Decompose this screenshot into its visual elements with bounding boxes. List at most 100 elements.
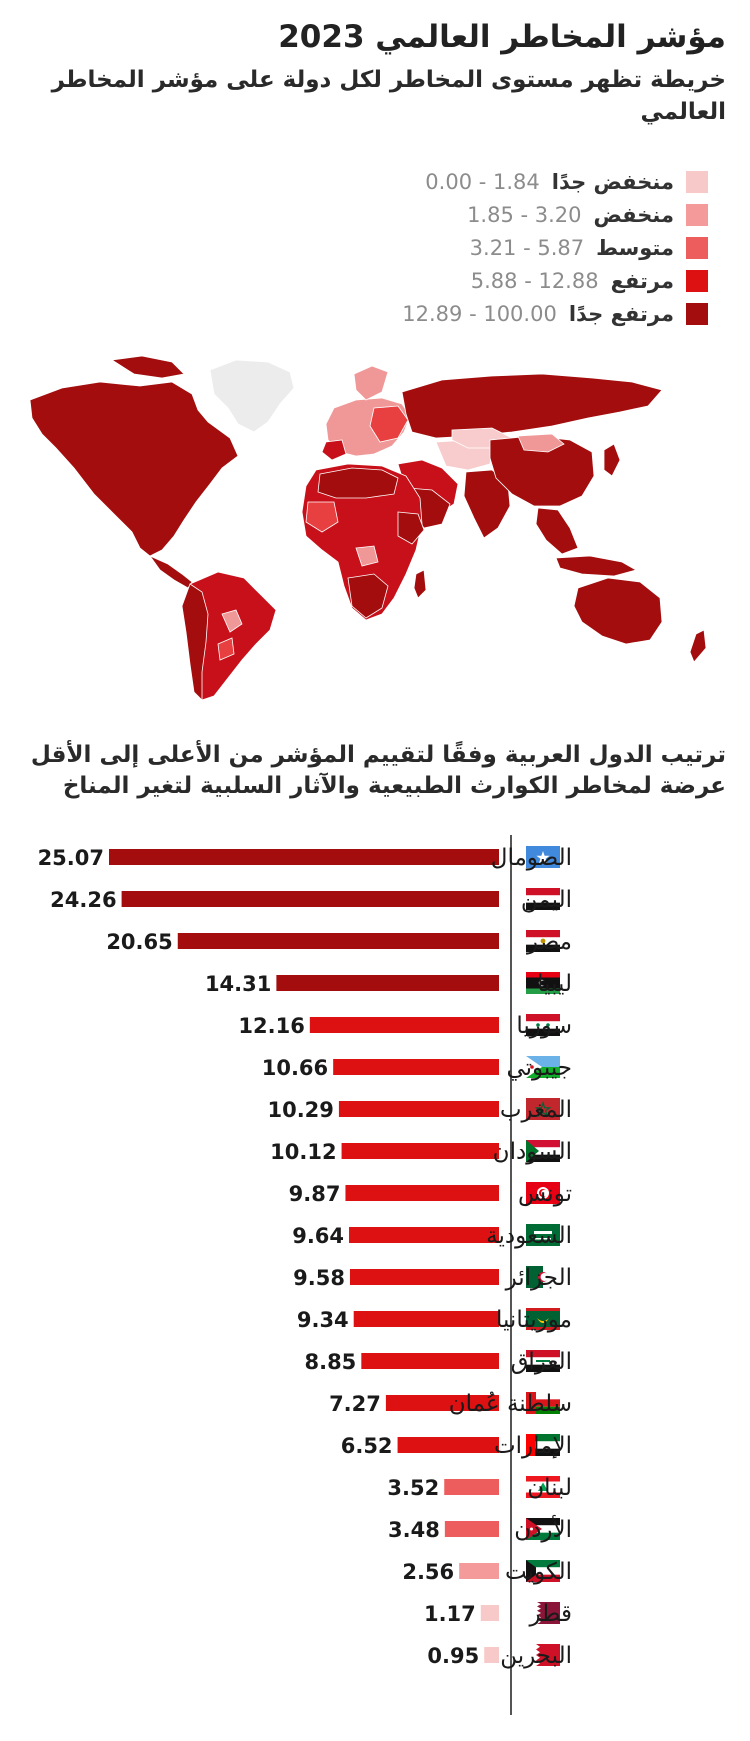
country-label: البحرين: [500, 1643, 572, 1669]
mauritania-flag-icon: [526, 1308, 560, 1330]
bar: [349, 1269, 499, 1285]
legend-range: 1.85 - 3.20: [467, 202, 582, 227]
bar: [397, 1437, 499, 1453]
map-region-north-africa: [317, 467, 399, 499]
country-label: المغرب: [500, 1097, 572, 1123]
legend-item-medium: متوسط 3.21 - 5.87: [402, 231, 708, 264]
legend-label: متوسط: [596, 235, 674, 260]
legend: منخفض جدًا 0.00 - 1.84 منخفض 1.85 - 3.20…: [402, 165, 708, 330]
legend-swatch: [686, 269, 708, 292]
country-label: الجزائر: [505, 1265, 572, 1291]
country-label: سلطنة عُمان: [449, 1391, 572, 1417]
bar-value-label: 9.87: [289, 1182, 341, 1206]
map-region-iberia: [321, 439, 347, 461]
map-region-madagascar: [413, 569, 427, 599]
map-region-australia: [573, 577, 663, 645]
somalia-flag-icon: [526, 846, 560, 868]
country-label: الصومال: [491, 845, 572, 871]
map-region-north-america: [29, 381, 239, 557]
uae-flag-icon: [526, 1434, 560, 1456]
bar-value-label: 9.34: [297, 1308, 349, 1332]
bar: [333, 1059, 499, 1075]
country-label: الكويت: [505, 1559, 572, 1585]
bar: [121, 891, 500, 907]
bar: [361, 1353, 499, 1369]
map-region-scandinavia: [353, 365, 389, 401]
map-region-arctic-islands: [110, 355, 185, 379]
lebanon-flag-icon: [526, 1476, 560, 1498]
country-label: قطر: [528, 1601, 572, 1627]
country-label: تونس: [518, 1181, 572, 1207]
flags-group: [526, 846, 560, 1666]
page-title: مؤشر المخاطر العالمي 2023: [278, 19, 726, 55]
kuwait-flag-icon: [526, 1560, 560, 1582]
egypt-flag-icon: [526, 930, 560, 952]
bar: [109, 849, 499, 865]
bar-value-label: 14.31: [205, 972, 271, 996]
bar-value-label: 8.85: [304, 1350, 356, 1374]
jordan-flag-icon: [526, 1518, 560, 1540]
bar: [459, 1563, 499, 1579]
map-region-horn-of-africa: [397, 511, 425, 545]
bar: [309, 1017, 499, 1033]
bahrain-flag-icon: [526, 1644, 560, 1666]
bar-value-label: 1.17: [424, 1602, 476, 1626]
map-region-mongolia: [517, 433, 565, 453]
map-region-europe-east: [369, 405, 409, 443]
legend-swatch: [686, 170, 708, 193]
bar-value-label: 6.52: [341, 1434, 393, 1458]
bar-value-label: 10.66: [262, 1056, 328, 1080]
bar: [276, 975, 499, 991]
bar-value-label: 20.65: [106, 930, 172, 954]
country-label: سوريا: [516, 1013, 572, 1039]
country-label: جيبوتي: [506, 1055, 572, 1081]
legend-item-very-high: مرتفع جدًا 12.89 - 100.00: [402, 297, 708, 330]
syria-flag-icon: [526, 1014, 560, 1036]
bar: [444, 1521, 499, 1537]
map-region-japan: [603, 443, 621, 477]
yemen-flag-icon: [526, 888, 560, 910]
country-label: لبنان: [527, 1475, 572, 1501]
legend-swatch: [686, 302, 708, 325]
bar: [444, 1479, 499, 1495]
legend-item-very-low: منخفض جدًا 0.00 - 1.84: [402, 165, 708, 198]
bar-value-label: 10.12: [270, 1140, 336, 1164]
legend-item-high: مرتفع 5.88 - 12.88: [402, 264, 708, 297]
bar-value-label: 10.29: [267, 1098, 333, 1122]
bar: [353, 1311, 499, 1327]
bar: [484, 1647, 499, 1663]
legend-label: منخفض جدًا: [551, 169, 674, 194]
legend-range: 5.88 - 12.88: [470, 268, 599, 293]
bar-value-label: 24.26: [50, 888, 116, 912]
legend-label: مرتفع: [610, 268, 674, 293]
map-region-southern-africa: [347, 573, 389, 619]
bar: [338, 1101, 499, 1117]
morocco-flag-icon: [526, 1098, 560, 1120]
labels-group: 25.07 الصومال 24.26 اليمن 20.65 مصر 14.31 ليبيا…: [38, 845, 572, 1669]
header: مؤشر المخاطر العالمي 2023 خريطة تظهر مست…: [24, 16, 726, 128]
map-region-russia: [401, 373, 663, 439]
country-label: موريتانيا: [496, 1307, 572, 1333]
bars-group: [109, 849, 500, 1663]
arab-risk-bar-chart: 25.07 الصومال 24.26 اليمن 20.65 مصر 14.31 ليبيا…: [38, 835, 572, 1715]
country-label: السودان: [493, 1139, 572, 1165]
iraq-flag-icon: [526, 1350, 560, 1372]
legend-range: 3.21 - 5.87: [469, 235, 585, 260]
legend-swatch: [686, 236, 708, 259]
map-region-central-africa: [355, 545, 379, 567]
country-label: اليمن: [521, 887, 572, 913]
map-subtitle: خريطة تظهر مستوى المخاطر لكل دولة على مؤ…: [51, 67, 726, 125]
chart-title: ترتيب الدول العربية وفقًا لتقييم المؤشر …: [30, 742, 726, 799]
world-risk-map: [29, 355, 707, 701]
map-region-west-africa: [305, 501, 339, 533]
country-label: العراق: [511, 1349, 572, 1375]
country-label: السعودية: [486, 1223, 572, 1249]
legend-label: منخفض: [593, 202, 674, 227]
bar: [341, 1143, 499, 1159]
legend-range: 12.89 - 100.00: [402, 301, 557, 326]
tunisia-flag-icon: [526, 1182, 560, 1204]
bar: [345, 1185, 499, 1201]
map-region-indonesia: [555, 555, 638, 577]
qatar-flag-icon: [526, 1602, 560, 1624]
bar-value-label: 9.64: [292, 1224, 344, 1248]
